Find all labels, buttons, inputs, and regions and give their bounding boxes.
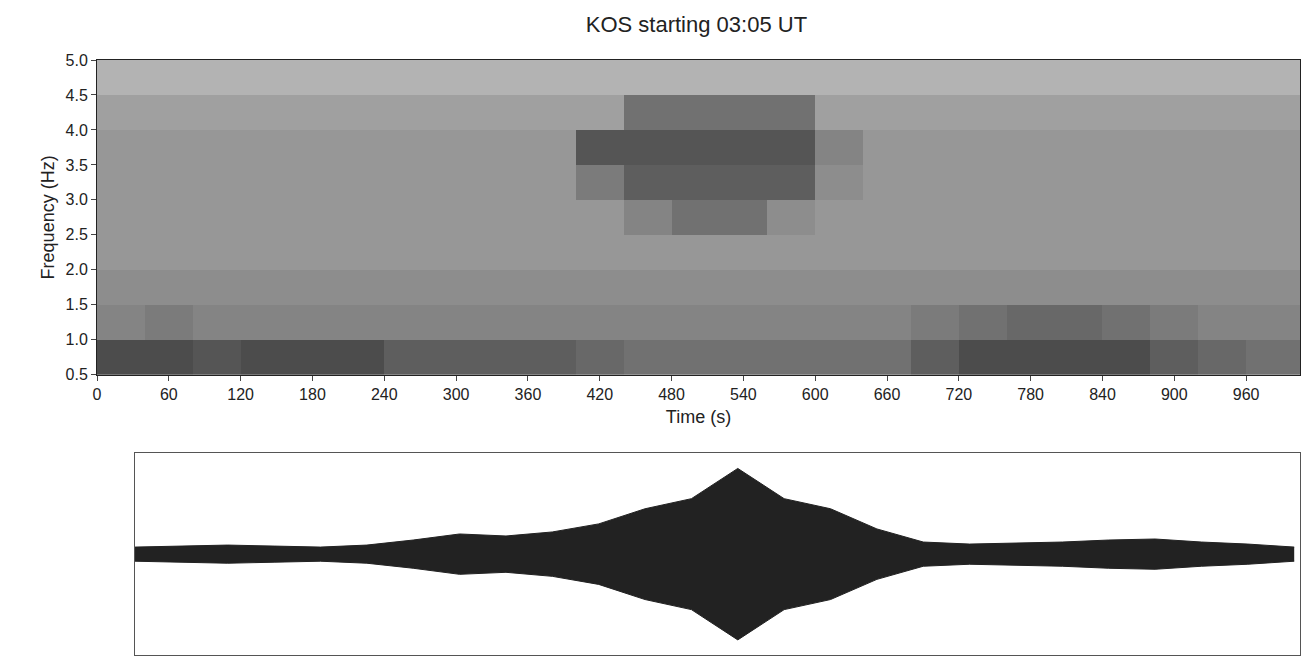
svg-text:Frequency (Hz): Frequency (Hz) [38,155,58,279]
svg-text:420: 420 [586,386,613,403]
svg-text:180: 180 [299,386,326,403]
svg-text:4.0: 4.0 [66,122,88,139]
svg-text:Time (s): Time (s) [666,407,731,427]
svg-text:240: 240 [371,386,398,403]
svg-text:600: 600 [802,386,829,403]
svg-text:120: 120 [227,386,254,403]
svg-text:960: 960 [1233,386,1260,403]
svg-text:360: 360 [515,386,542,403]
svg-text:60: 60 [160,386,178,403]
svg-text:5.0: 5.0 [66,52,88,69]
svg-text:4.5: 4.5 [66,87,88,104]
svg-text:660: 660 [874,386,901,403]
svg-text:3.5: 3.5 [66,157,88,174]
svg-text:0.5: 0.5 [66,366,88,383]
svg-text:3.0: 3.0 [66,191,88,208]
svg-text:900: 900 [1161,386,1188,403]
svg-text:2.0: 2.0 [66,261,88,278]
svg-text:840: 840 [1089,386,1116,403]
svg-text:KOS starting 03:05 UT: KOS starting 03:05 UT [586,12,807,37]
svg-text:2.5: 2.5 [66,226,88,243]
svg-text:1.0: 1.0 [66,331,88,348]
svg-text:0: 0 [93,386,102,403]
svg-text:300: 300 [443,386,470,403]
svg-text:1.5: 1.5 [66,296,88,313]
svg-text:480: 480 [658,386,685,403]
svg-text:540: 540 [730,386,757,403]
svg-text:780: 780 [1017,386,1044,403]
svg-text:720: 720 [945,386,972,403]
